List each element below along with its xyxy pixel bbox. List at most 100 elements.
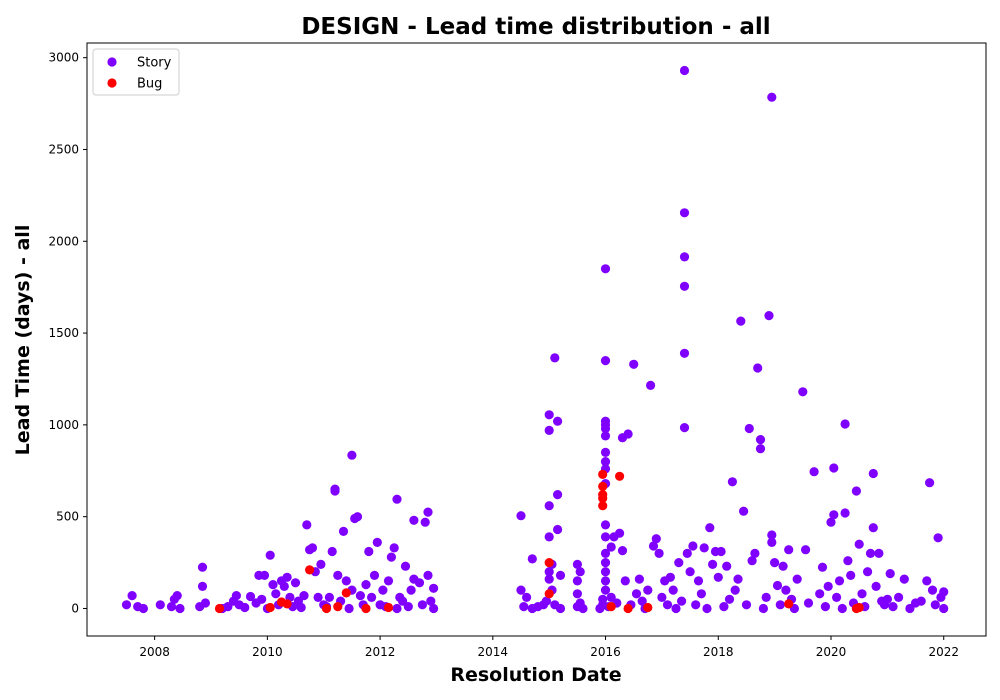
data-point <box>939 587 948 596</box>
data-point <box>387 553 396 562</box>
data-point <box>624 604 633 613</box>
data-point <box>635 575 644 584</box>
data-point <box>342 588 351 597</box>
data-point <box>201 598 210 607</box>
data-point <box>325 593 334 602</box>
legend-label: Bug <box>137 77 162 92</box>
data-point <box>767 93 776 102</box>
data-point <box>519 602 528 611</box>
data-point <box>601 417 610 426</box>
data-point <box>756 444 765 453</box>
data-point <box>271 589 280 598</box>
data-point <box>781 586 790 595</box>
x-tick-label: 2016 <box>590 645 621 659</box>
data-point <box>415 578 424 587</box>
data-point <box>373 538 382 547</box>
data-point <box>700 543 709 552</box>
data-point <box>756 435 765 444</box>
chart-title: DESIGN - Lead time distribution - all <box>301 14 770 40</box>
data-point <box>553 525 562 534</box>
data-point <box>339 527 348 536</box>
data-point <box>268 580 277 589</box>
data-point <box>576 567 585 576</box>
data-point <box>669 586 678 595</box>
data-point <box>804 598 813 607</box>
y-tick-label: 500 <box>56 510 79 524</box>
data-point <box>266 551 275 560</box>
legend: Story Bug <box>93 49 179 95</box>
x-tick-label: 2008 <box>139 645 170 659</box>
data-point <box>198 563 207 572</box>
y-tick-label: 1500 <box>48 326 79 340</box>
data-point <box>767 538 776 547</box>
data-point <box>922 576 931 585</box>
x-tick-label: 2020 <box>816 645 847 659</box>
data-point <box>601 356 610 365</box>
data-point <box>866 549 875 558</box>
data-point <box>784 599 793 608</box>
data-point <box>708 560 717 569</box>
data-point <box>283 599 292 608</box>
legend-marker <box>107 78 116 87</box>
data-point <box>810 467 819 476</box>
data-point <box>863 567 872 576</box>
data-point <box>815 589 824 598</box>
data-point <box>578 604 587 613</box>
data-point <box>818 563 827 572</box>
data-point <box>742 600 751 609</box>
data-point <box>601 576 610 585</box>
data-point <box>717 547 726 556</box>
data-point <box>556 571 565 580</box>
data-point <box>175 604 184 613</box>
data-point <box>731 586 740 595</box>
series-bug <box>215 470 864 613</box>
data-point <box>686 567 695 576</box>
data-point <box>900 575 909 584</box>
y-tick-label: 2500 <box>48 142 79 156</box>
data-point <box>545 410 554 419</box>
data-point <box>745 424 754 433</box>
data-point <box>824 582 833 591</box>
data-point <box>621 576 630 585</box>
data-point <box>762 593 771 602</box>
data-point <box>553 417 562 426</box>
data-point <box>629 360 638 369</box>
data-point <box>939 604 948 613</box>
data-point <box>846 571 855 580</box>
data-point <box>691 600 700 609</box>
data-point <box>384 576 393 585</box>
data-point <box>759 604 768 613</box>
data-point <box>753 363 762 372</box>
legend-marker <box>107 57 116 66</box>
data-point <box>345 604 354 613</box>
data-point <box>843 556 852 565</box>
data-point <box>342 576 351 585</box>
data-point <box>522 593 531 602</box>
y-tick-label: 1000 <box>48 418 79 432</box>
data-point <box>750 549 759 558</box>
data-point <box>404 602 413 611</box>
x-tick-label: 2014 <box>478 645 509 659</box>
data-point <box>821 602 830 611</box>
x-axis-title: Resolution Date <box>450 664 621 686</box>
x-tick-label: 2018 <box>703 645 734 659</box>
data-point <box>418 600 427 609</box>
data-point <box>122 600 131 609</box>
data-point <box>353 512 362 521</box>
data-point <box>680 423 689 432</box>
data-point <box>545 501 554 510</box>
data-point <box>655 549 664 558</box>
data-point <box>545 426 554 435</box>
data-point <box>931 600 940 609</box>
data-point <box>553 490 562 499</box>
data-point <box>516 586 525 595</box>
x-tick-label: 2010 <box>252 645 283 659</box>
data-point <box>618 546 627 555</box>
data-point <box>674 558 683 567</box>
data-point <box>801 545 810 554</box>
x-tick-label: 2012 <box>365 645 396 659</box>
data-point <box>917 597 926 606</box>
data-point <box>384 603 393 612</box>
data-point <box>883 595 892 604</box>
data-point <box>423 571 432 580</box>
